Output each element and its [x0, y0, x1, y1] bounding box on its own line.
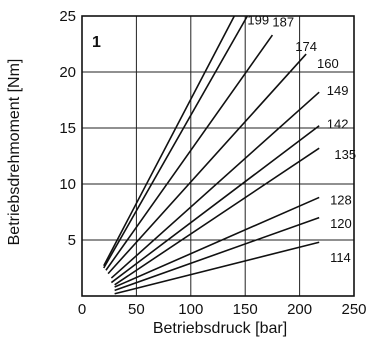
series-label-128: 128	[330, 193, 352, 208]
x-tick-label: 150	[233, 301, 258, 318]
series-line-142	[110, 125, 320, 284]
tick-labels: 0 50 100 150 200 250 5 10 15 20 25	[59, 8, 366, 318]
x-tick-label: 250	[341, 301, 366, 318]
series-label-174: 174	[295, 39, 317, 54]
series-label-142: 142	[327, 117, 349, 132]
series-line-120	[114, 216, 320, 292]
y-tick-label: 20	[59, 64, 76, 81]
x-tick-label: 50	[128, 301, 145, 318]
series-lines	[103, 16, 320, 295]
y-tick-label: 5	[68, 232, 76, 249]
series-label-135: 135	[334, 147, 356, 162]
x-tick-label: 200	[287, 301, 312, 318]
y-tick-label: 15	[59, 120, 76, 137]
series-label-199: 199	[247, 12, 269, 27]
series-label-160: 160	[317, 56, 339, 71]
series-line-199	[103, 16, 236, 267]
series-line-128	[114, 196, 320, 288]
y-tick-label: 10	[59, 176, 76, 193]
panel-label: 1	[92, 34, 101, 51]
series-line-187	[103, 16, 249, 269]
series-line-160	[107, 53, 307, 275]
series-line-114	[114, 241, 320, 295]
series-label-120: 120	[330, 216, 352, 231]
y-axis-title: Betriebsdrehmoment [Nm]	[6, 59, 23, 246]
series-label-149: 149	[327, 83, 349, 98]
x-axis-title: Betriebsdruck [bar]	[153, 320, 287, 337]
y-tick-label: 25	[59, 8, 76, 25]
x-tick-label: 100	[178, 301, 203, 318]
series-label-114: 114	[330, 250, 351, 265]
series-label-187: 187	[272, 15, 294, 30]
series-line-135	[114, 147, 320, 286]
series-line-174	[105, 34, 274, 271]
series-line-149	[110, 91, 320, 279]
x-tick-label: 0	[78, 301, 86, 318]
plot-frame	[81, 15, 355, 297]
